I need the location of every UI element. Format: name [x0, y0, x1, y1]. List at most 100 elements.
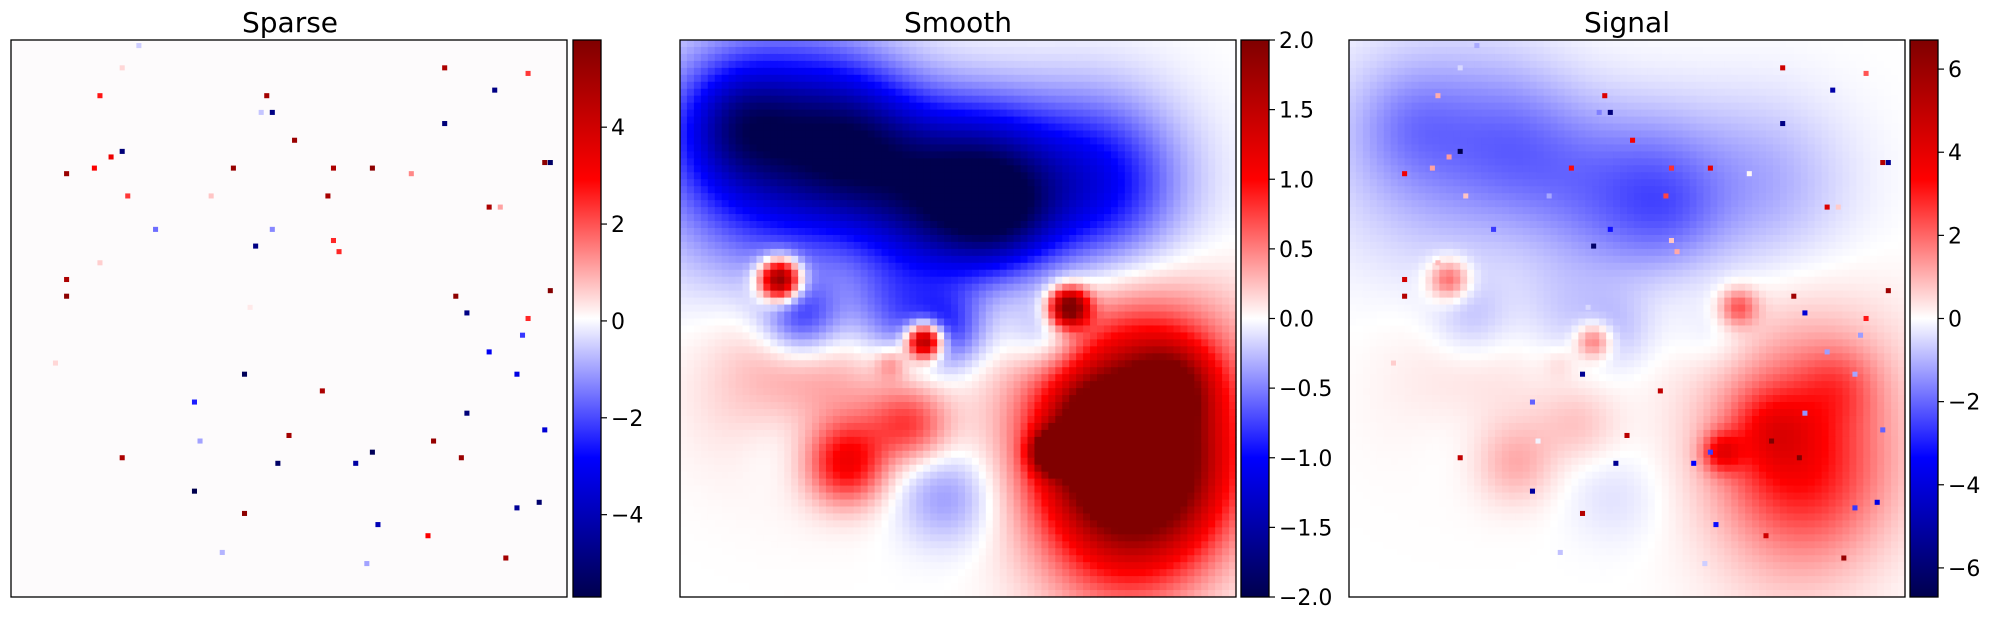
smooth-cell	[853, 457, 862, 466]
smooth-cell	[1097, 262, 1105, 271]
smooth-cell	[1180, 269, 1188, 278]
smooth-cell	[951, 227, 959, 236]
smooth-cell	[1083, 422, 1091, 431]
smooth-cell	[805, 214, 813, 222]
smooth-cell	[1194, 422, 1202, 431]
smooth-cell	[1229, 255, 1237, 264]
smooth-cell	[1187, 88, 1195, 97]
smooth-cell	[1006, 81, 1015, 90]
smooth-cell	[693, 234, 702, 243]
smooth-cell	[1131, 186, 1140, 194]
smooth-cell	[1027, 81, 1036, 90]
smooth-cell	[1055, 429, 1063, 438]
smooth-cell	[1194, 374, 1202, 382]
smooth-cell	[1117, 255, 1126, 264]
smooth-cell	[1013, 381, 1022, 389]
smooth-cell	[832, 402, 841, 410]
smooth-cell	[1138, 381, 1147, 389]
smooth-cell	[860, 304, 869, 313]
smooth-cell	[1166, 297, 1175, 306]
smooth-cell	[832, 144, 841, 152]
smooth-cell	[1159, 74, 1168, 83]
smooth-cell	[825, 179, 834, 187]
smooth-cell	[707, 60, 716, 69]
smooth-cell	[1173, 95, 1181, 104]
smooth-cell	[728, 409, 737, 417]
smooth-cell	[874, 221, 883, 229]
smooth-cell	[1166, 269, 1175, 278]
smooth-cell	[1097, 346, 1105, 354]
smooth-cell	[1173, 388, 1181, 396]
smooth-cell	[978, 130, 987, 139]
smooth-cell	[909, 193, 917, 201]
smooth-cell	[1097, 221, 1105, 229]
smooth-cell	[1222, 123, 1230, 132]
smooth-cell	[763, 102, 771, 111]
smooth-cell	[721, 304, 730, 313]
smooth-cell	[1194, 353, 1202, 361]
smooth-cell	[1006, 436, 1015, 445]
smooth-cell	[867, 109, 876, 118]
smooth-cell	[1222, 234, 1230, 243]
smooth-cell	[951, 207, 959, 215]
smooth-cell	[895, 186, 903, 194]
smooth-cell	[700, 422, 709, 431]
smooth-cell	[798, 151, 806, 159]
smooth-cell	[958, 158, 966, 166]
smooth-cell	[756, 123, 764, 132]
smooth-cell	[971, 172, 980, 180]
smooth-cell	[1229, 409, 1237, 417]
smooth-cell	[1090, 374, 1098, 382]
smooth-cell	[805, 443, 813, 452]
smooth-cell	[985, 360, 994, 368]
sparse-point	[241, 371, 248, 377]
smooth-cell	[930, 123, 938, 132]
sparse-point	[514, 371, 520, 377]
smooth-cell	[714, 450, 723, 459]
smooth-cell	[1152, 193, 1161, 201]
smooth-cell	[1201, 227, 1209, 236]
smooth-cell	[756, 221, 764, 229]
smooth-cell	[735, 241, 744, 250]
smooth-cell	[721, 241, 730, 250]
smooth-cell	[937, 241, 945, 250]
smooth-cell	[1138, 332, 1147, 340]
smooth-cell	[881, 388, 890, 396]
smooth-cell	[770, 248, 778, 257]
smooth-cell	[992, 179, 1001, 187]
smooth-cell	[707, 276, 716, 285]
smooth-cell	[832, 374, 841, 382]
smooth-cell	[909, 304, 917, 313]
smooth-cell	[812, 137, 820, 146]
smooth-cell	[1117, 248, 1126, 257]
smooth-cell	[693, 53, 702, 62]
smooth-cell	[1229, 123, 1237, 132]
smooth-cell	[1173, 360, 1181, 368]
smooth-cell	[700, 255, 709, 264]
smooth-cell	[777, 374, 785, 382]
smooth-cell	[1069, 214, 1077, 222]
smooth-cell	[937, 95, 945, 104]
smooth-cell	[700, 318, 709, 327]
smooth-cell	[742, 193, 751, 201]
smooth-cell	[1173, 40, 1181, 48]
smooth-cell	[1215, 276, 1223, 285]
smooth-cell	[992, 353, 1001, 361]
smooth-cell	[1222, 402, 1230, 410]
smooth-cell	[721, 276, 730, 285]
smooth-cell	[1131, 304, 1140, 313]
smooth-cell	[916, 464, 924, 473]
smooth-cell	[978, 367, 987, 375]
smooth-cell	[763, 109, 771, 118]
sparse-point	[275, 460, 281, 466]
smooth-cell	[1166, 221, 1175, 229]
smooth-cell	[1208, 374, 1216, 382]
smooth-cell	[1138, 74, 1147, 83]
smooth-cell	[1110, 304, 1119, 313]
smooth-cell	[812, 450, 820, 459]
smooth-cell	[1145, 353, 1154, 361]
smooth-cell	[1145, 158, 1154, 166]
smooth-cell	[749, 283, 758, 292]
smooth-cell	[728, 325, 737, 334]
smooth-cell	[951, 200, 959, 208]
